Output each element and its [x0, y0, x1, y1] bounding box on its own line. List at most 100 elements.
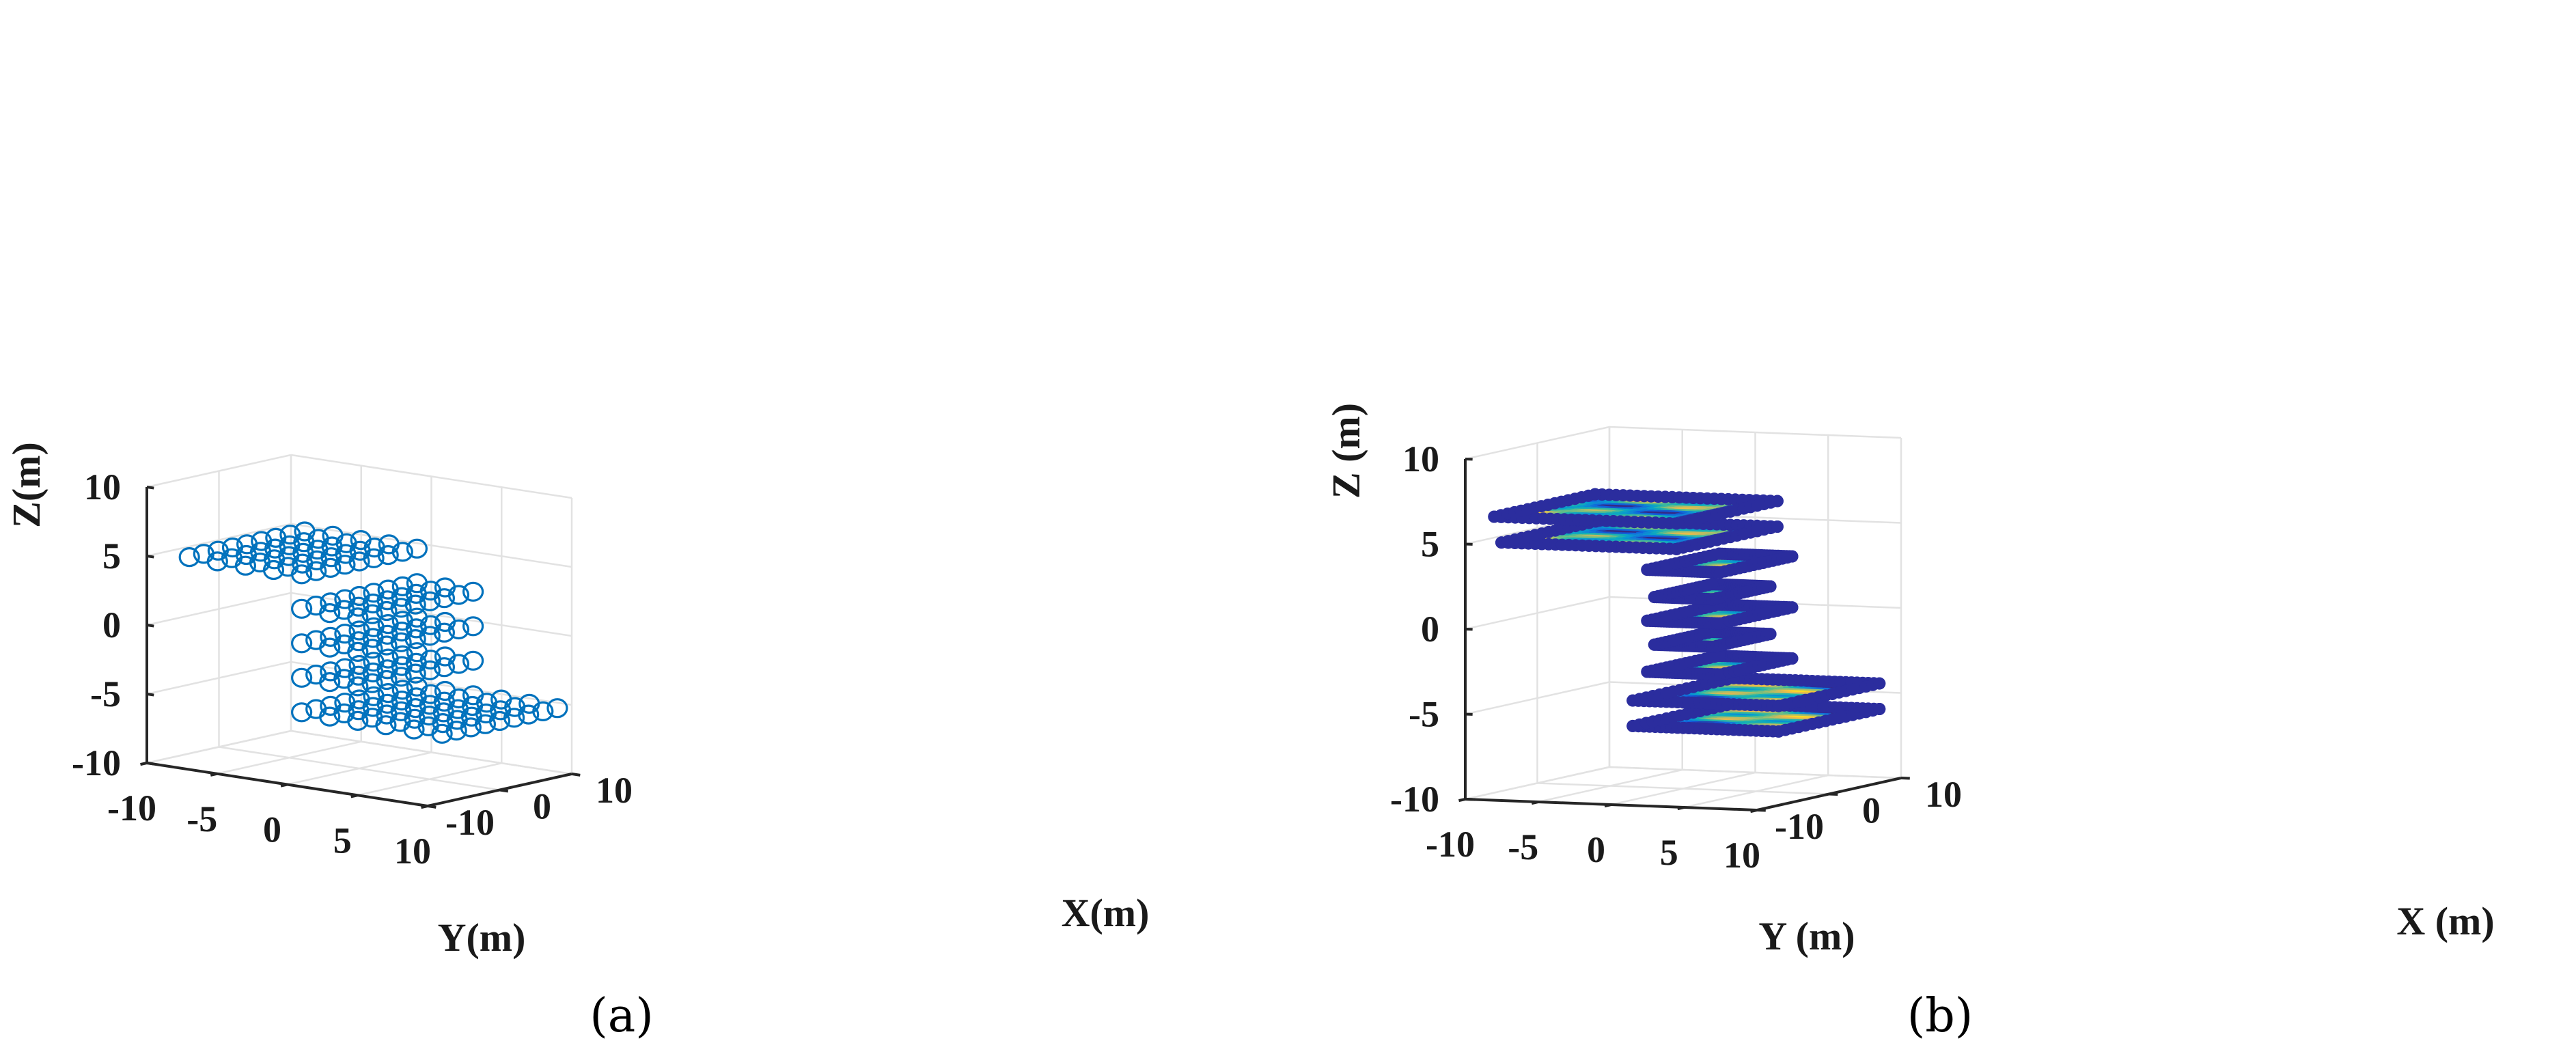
data-point — [363, 652, 385, 672]
grid-line — [290, 523, 572, 568]
data-point — [462, 616, 484, 637]
data-point — [378, 534, 400, 555]
surface-edge-point — [1771, 520, 1784, 533]
panel-a-label: (a) — [590, 989, 654, 1043]
grid-line — [290, 661, 572, 706]
data-point — [251, 531, 273, 551]
y-tick-label: 5 — [1660, 832, 1678, 873]
z-tick-label: 5 — [1421, 524, 1439, 565]
y-tick-label: 10 — [394, 831, 431, 872]
data-point — [322, 525, 344, 546]
panel-a-axes — [140, 486, 581, 809]
grid-line — [146, 661, 292, 695]
y-tick — [210, 772, 218, 777]
z-tick — [146, 624, 154, 628]
surface-layer — [1648, 626, 1777, 653]
data-point — [320, 695, 342, 717]
data-point — [434, 577, 456, 598]
z-tick-label: 0 — [1421, 609, 1439, 650]
data-point — [320, 661, 342, 682]
data-point — [305, 699, 327, 719]
data-point — [294, 521, 316, 542]
grid-line — [1609, 766, 1902, 779]
y-tick — [1458, 798, 1466, 803]
surface-edge-point — [1786, 601, 1799, 614]
y-tick — [350, 794, 358, 798]
data-point — [462, 581, 484, 602]
data-point — [178, 546, 200, 568]
surface-edge-point — [1786, 652, 1799, 665]
surface-layer — [1641, 650, 1799, 681]
grid-line — [146, 592, 292, 626]
panel-b-axes — [1458, 458, 1910, 814]
grid-line — [1465, 766, 1610, 801]
panel-a-markers — [178, 521, 568, 744]
z-tick — [146, 486, 154, 490]
panel-b-surfaces — [1488, 488, 1886, 738]
x-tick-label: 0 — [533, 786, 551, 827]
grid-line — [146, 523, 292, 557]
data-point — [434, 646, 456, 667]
z-tick-label: 10 — [1402, 439, 1439, 480]
data-point — [348, 654, 370, 676]
x-tick-label: 10 — [1925, 774, 1962, 815]
surface-edge-point — [1786, 550, 1799, 563]
data-point — [406, 573, 428, 594]
data-point — [305, 595, 327, 616]
data-point — [334, 589, 356, 609]
data-point — [221, 537, 244, 558]
data-point — [391, 576, 413, 597]
data-point — [291, 702, 313, 723]
y-tick-label: 0 — [1587, 829, 1605, 870]
z-tick-label: 0 — [102, 605, 121, 645]
z-tick-label: -10 — [72, 742, 121, 783]
y-tick-label: -10 — [1426, 824, 1475, 865]
data-point — [305, 664, 327, 685]
data-point — [406, 607, 428, 628]
x-tick — [499, 788, 509, 793]
x-tick-label: -10 — [445, 802, 495, 843]
data-point — [490, 689, 512, 710]
panel-a-zlabel: Z(m) — [4, 442, 49, 528]
data-point — [363, 686, 385, 706]
y-tick-label: -10 — [107, 788, 156, 829]
data-point — [207, 540, 229, 561]
data-point — [377, 682, 399, 704]
data-point — [363, 583, 385, 603]
surface-edge-point — [1713, 650, 1726, 662]
data-point — [391, 645, 413, 666]
data-point — [462, 650, 484, 671]
x-tick-label: 10 — [596, 770, 633, 811]
data-point — [334, 693, 356, 713]
y-tick — [280, 783, 288, 788]
y-tick-label: -5 — [186, 798, 217, 839]
data-point — [193, 544, 214, 564]
grid-line — [146, 730, 292, 764]
surface-layer — [1641, 547, 1799, 579]
surface-layer — [1641, 598, 1799, 630]
data-point — [391, 680, 413, 700]
data-point — [377, 579, 399, 600]
y-tick — [140, 762, 148, 766]
z-tick-label: 5 — [102, 536, 121, 576]
grid-line — [290, 592, 572, 637]
data-point — [236, 534, 258, 555]
z-tick-label: -10 — [1390, 779, 1439, 820]
x-tick-label: -10 — [1775, 806, 1824, 847]
data-point — [320, 626, 342, 648]
panel-a-xlabel: X(m) — [1062, 891, 1150, 935]
y-tick — [1677, 806, 1685, 811]
z-tick — [146, 555, 154, 559]
data-point — [265, 527, 287, 548]
data-point — [406, 676, 428, 697]
data-point — [305, 630, 327, 650]
grid-line — [1465, 426, 1610, 460]
x-tick — [571, 773, 581, 777]
panel-a-grid — [146, 454, 573, 807]
x-tick-label: 0 — [1862, 790, 1881, 831]
data-point — [363, 617, 385, 637]
data-point — [377, 648, 399, 669]
